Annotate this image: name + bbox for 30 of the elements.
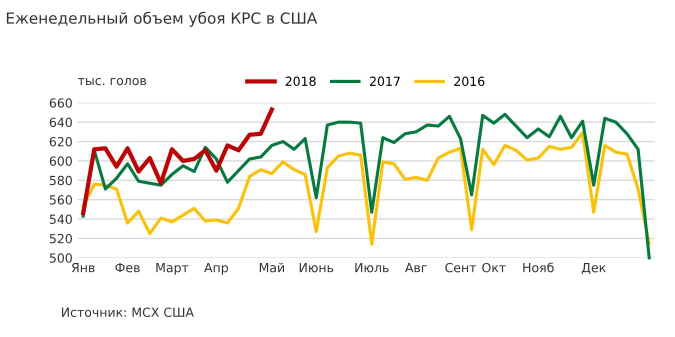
y-tick-label: 600 xyxy=(50,156,72,166)
y-tick-label: 660 xyxy=(50,98,72,108)
y-tick-label: 580 xyxy=(50,176,72,186)
x-tick-label: Июнь xyxy=(300,263,334,272)
x-tick-label: Май xyxy=(260,262,284,272)
y-tick-label: 620 xyxy=(50,137,72,146)
chart-title: Еженедельный объем убоя КРС в США xyxy=(6,12,318,27)
y-tick-label: 500 xyxy=(50,253,72,263)
x-tick-label: Апр xyxy=(204,263,228,275)
line-series xyxy=(82,131,651,246)
line-series xyxy=(82,112,651,260)
legend-label: 2017 xyxy=(370,76,400,86)
x-tick-label: Март xyxy=(156,263,188,275)
y-tick-label: 640 xyxy=(50,118,72,128)
x-tick-label: Дек xyxy=(582,263,606,274)
x-tick-label: Авг xyxy=(404,263,427,272)
x-tick-label: Нояб xyxy=(523,262,554,272)
y-tick-label: 560 xyxy=(50,195,72,205)
legend-label: 2018 xyxy=(286,76,316,86)
legend-label: 2016 xyxy=(454,76,484,86)
y-tick-label: 540 xyxy=(50,214,72,224)
text: Источник: МСХ США xyxy=(62,308,194,317)
y-axis-title: тыс. голов xyxy=(78,78,146,86)
x-tick-label: Окт xyxy=(482,262,506,272)
x-tick-label: Июль xyxy=(355,263,389,272)
line-series xyxy=(81,107,274,216)
x-tick-label: Янв xyxy=(72,263,95,272)
x-tick-label: Сент xyxy=(445,262,476,272)
y-tick-label: 520 xyxy=(50,234,72,244)
x-tick-label: Фев xyxy=(115,263,140,272)
